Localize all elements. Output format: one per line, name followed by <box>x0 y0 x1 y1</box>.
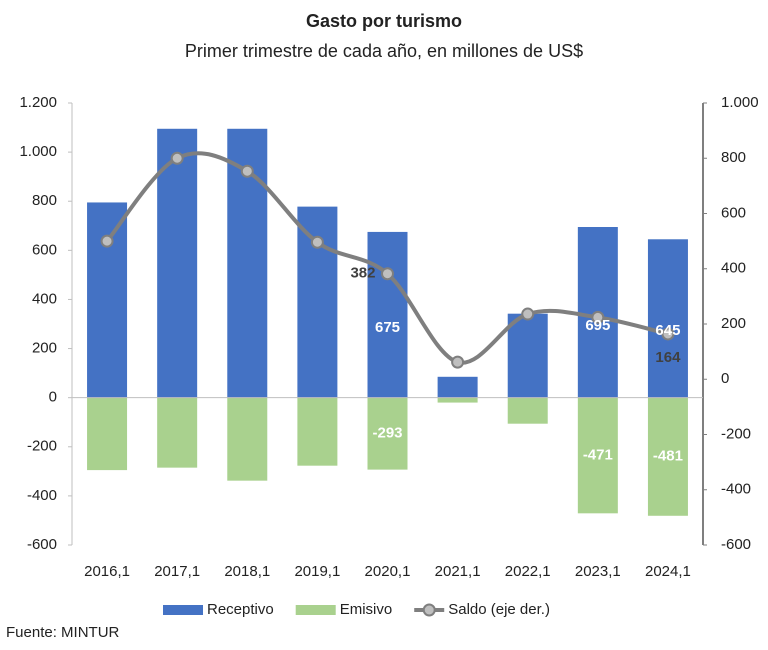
value-label: 382 <box>350 265 375 282</box>
y-tick-label: -600 <box>27 536 57 553</box>
y-tick-label: -400 <box>27 487 57 504</box>
y-tick-label: -200 <box>27 438 57 455</box>
bar <box>367 231 408 398</box>
x-tick-label: 2022,1 <box>505 563 551 580</box>
y-tick-label: 800 <box>32 192 57 209</box>
value-label: -481 <box>653 448 683 465</box>
y-tick-label: 1.000 <box>19 143 57 160</box>
bar <box>507 313 548 398</box>
legend-swatch <box>295 605 336 615</box>
x-tick-label: 2021,1 <box>435 563 481 580</box>
y-tick-label: 0 <box>49 389 57 406</box>
value-label: 675 <box>375 319 400 336</box>
y2-tick-label: -400 <box>721 481 751 498</box>
value-label: -293 <box>372 425 402 442</box>
y2-tick-label: 600 <box>721 204 746 221</box>
legend-swatch <box>422 603 436 617</box>
point <box>451 355 465 369</box>
chart-title: Gasto por turismo <box>306 11 462 31</box>
y2-tick-label: 400 <box>721 260 746 277</box>
bar <box>157 397 198 468</box>
source: Fuente: MINTUR <box>6 624 120 641</box>
point <box>100 234 114 248</box>
value-label: 645 <box>655 322 680 339</box>
bar <box>437 397 478 403</box>
y2-tick-label: -200 <box>721 425 751 442</box>
chart-subtitle: Primer trimestre de cada año, en millone… <box>185 41 583 61</box>
y-tick-label: 600 <box>32 241 57 258</box>
x-tick-label: 2016,1 <box>84 563 130 580</box>
value-label: 695 <box>585 317 610 334</box>
bar <box>437 376 478 398</box>
value-label: 164 <box>655 349 681 366</box>
legend-label: Receptivo <box>207 601 274 618</box>
point <box>521 307 535 321</box>
y2-tick-label: 800 <box>721 149 746 166</box>
x-tick-label: 2019,1 <box>294 563 340 580</box>
y-tick-label: 1.200 <box>19 94 57 111</box>
point <box>381 267 394 281</box>
y-tick-label: 400 <box>32 290 57 307</box>
value-label: -471 <box>583 446 613 463</box>
legend-label: Emisivo <box>340 601 393 618</box>
point <box>591 310 605 324</box>
x-tick-label: 2023,1 <box>575 563 621 580</box>
bar <box>87 397 128 471</box>
bar <box>577 397 618 514</box>
point <box>240 164 254 178</box>
legend-swatch <box>163 605 203 615</box>
y2-tick-label: 1.000 <box>721 94 759 111</box>
x-tick-label: 2020,1 <box>365 563 411 580</box>
point <box>661 327 675 341</box>
x-tick-label: 2024,1 <box>645 563 691 580</box>
bar <box>297 397 338 466</box>
point <box>170 151 184 165</box>
bar <box>367 397 408 470</box>
y-tick-label: 200 <box>32 340 57 357</box>
bar <box>157 128 198 398</box>
bar <box>87 202 128 398</box>
bar <box>647 397 688 516</box>
bar <box>297 206 338 398</box>
y2-tick-label: -600 <box>721 536 751 553</box>
bar <box>227 397 268 481</box>
y2-tick-label: 0 <box>721 370 729 387</box>
bar <box>647 239 688 398</box>
y2-tick-label: 200 <box>721 315 746 332</box>
point <box>310 235 324 249</box>
x-tick-label: 2018,1 <box>224 563 270 580</box>
bar <box>507 397 548 424</box>
legend-label: Saldo (eje der.) <box>448 601 550 618</box>
x-tick-label: 2017,1 <box>154 563 200 580</box>
